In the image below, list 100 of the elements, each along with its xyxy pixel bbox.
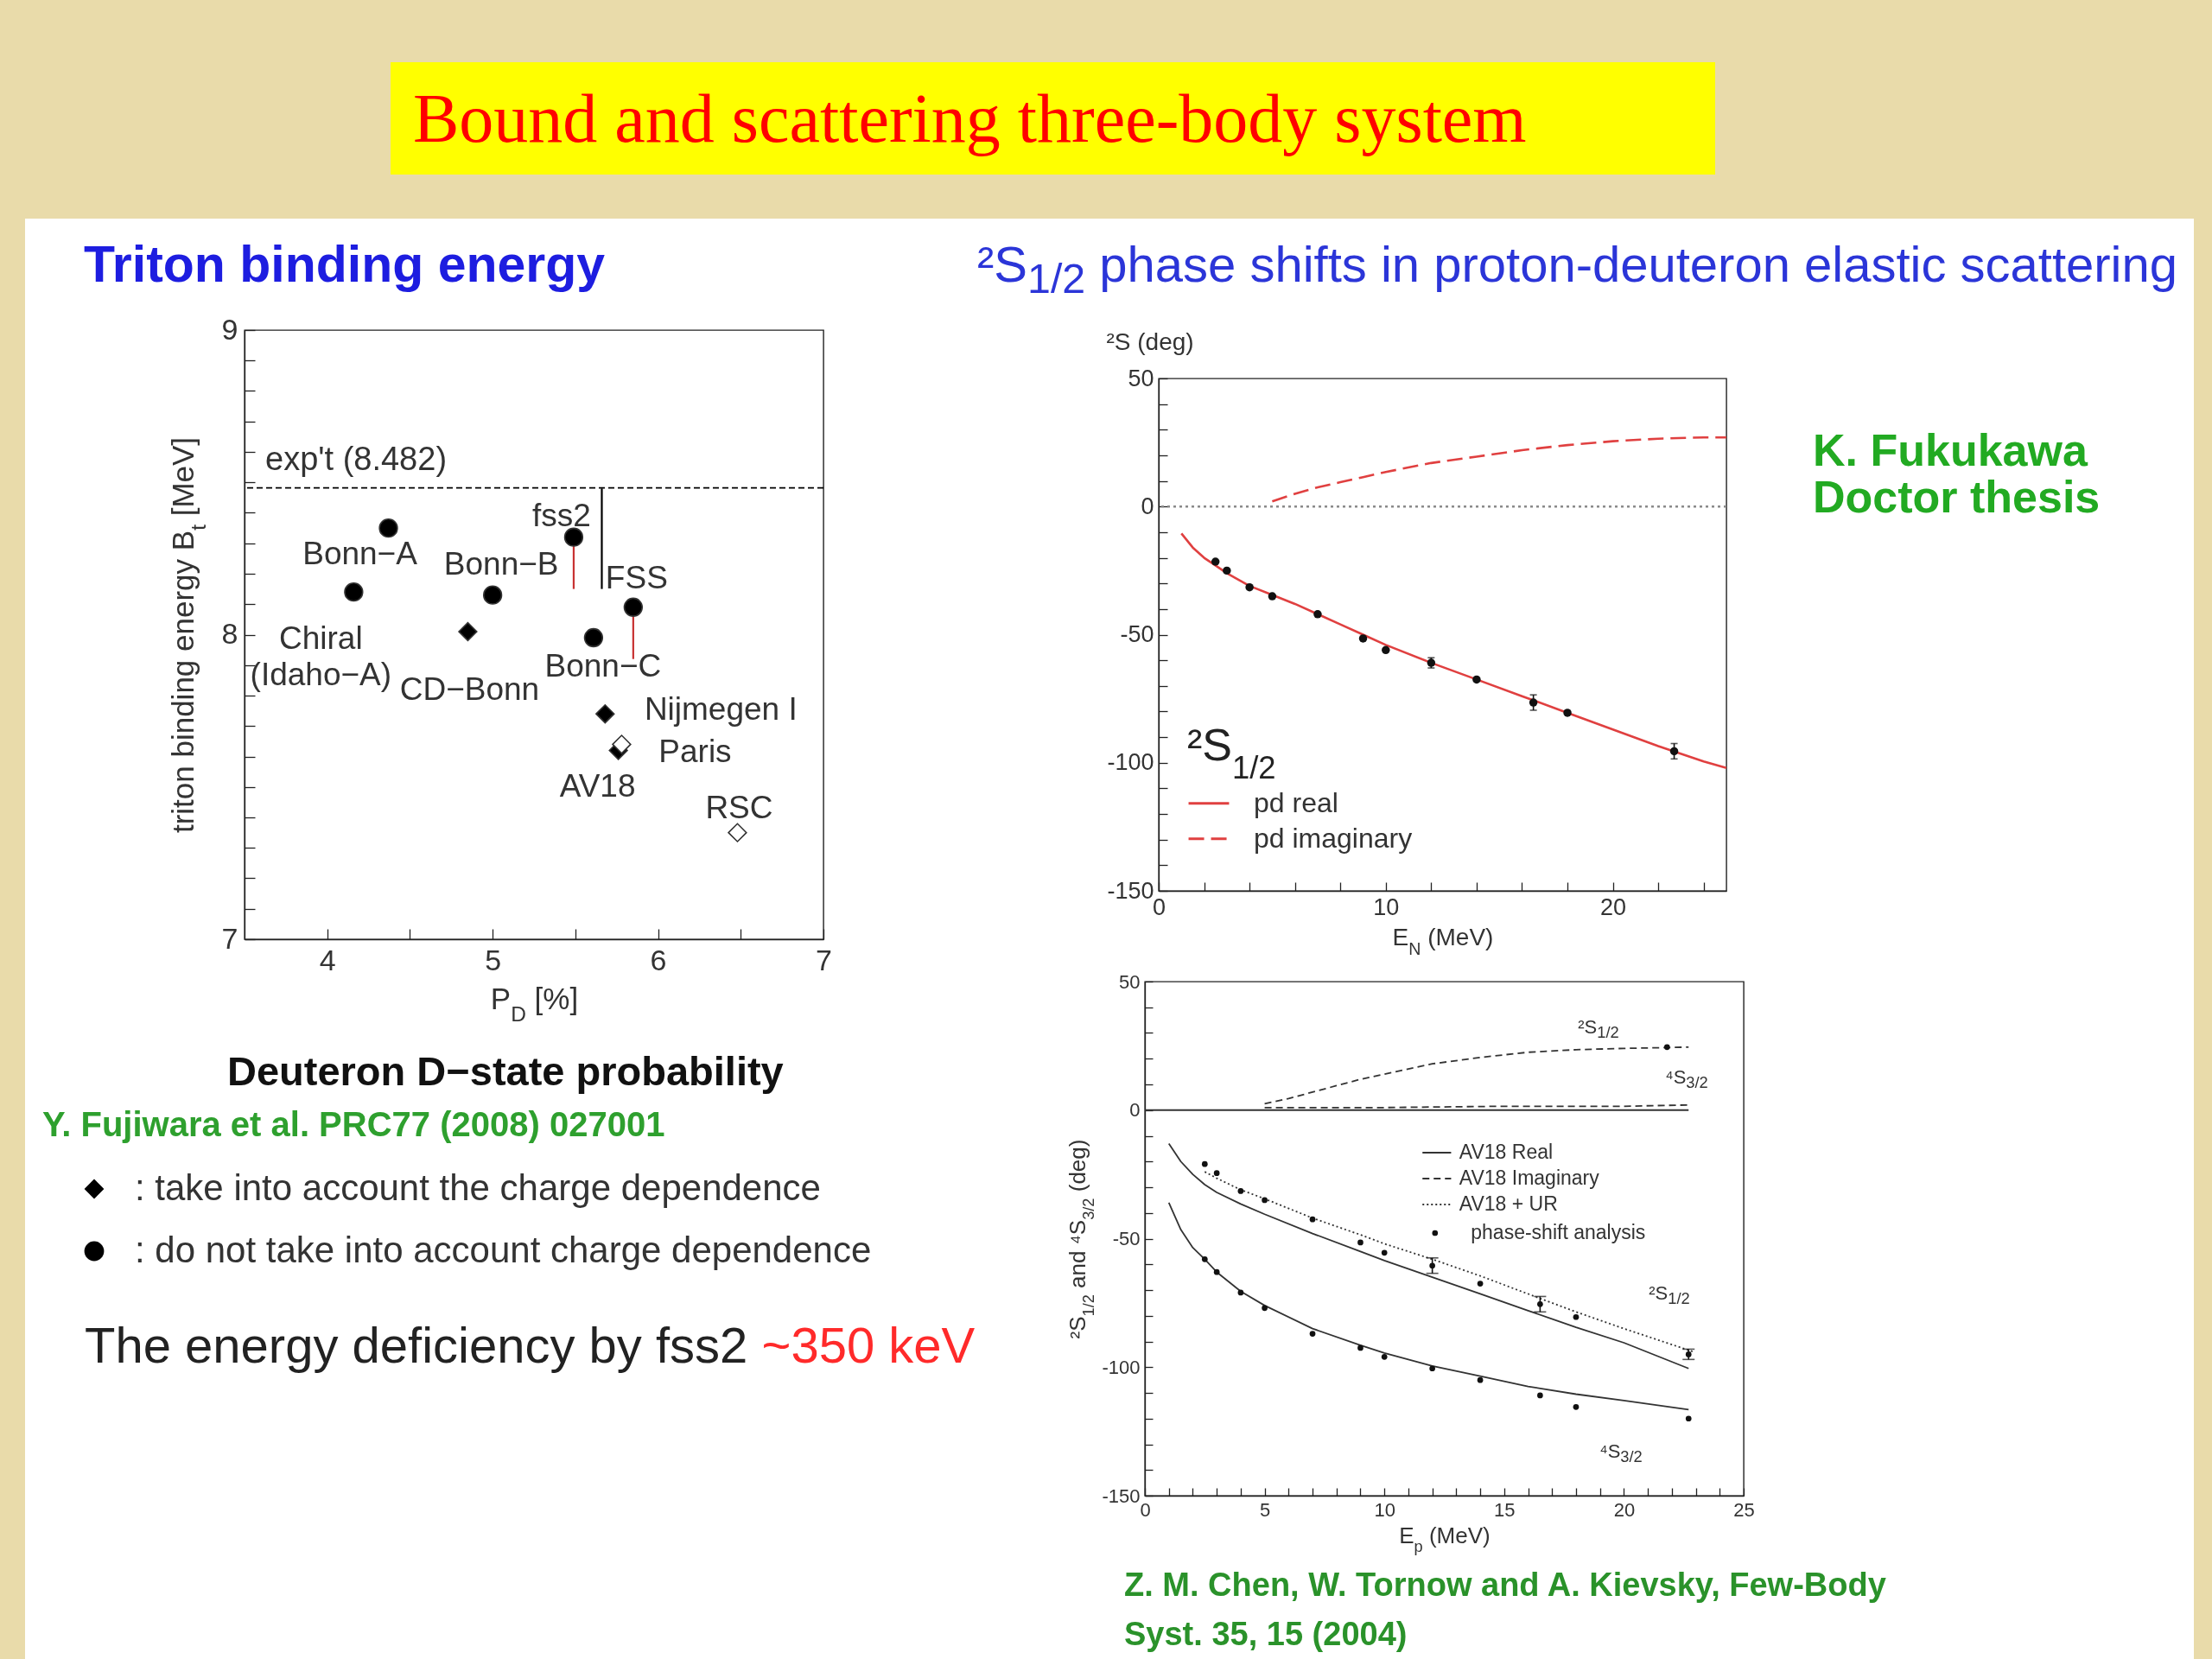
y-axis-title: ²S (deg) (1106, 327, 1194, 355)
point (482, 585, 503, 605)
y-tick-label: -100 (1102, 1356, 1141, 1378)
y-tick-label: 0 (1141, 493, 1154, 519)
legend-label: pd imaginary (1254, 822, 1413, 854)
point (623, 597, 644, 617)
point (1685, 1415, 1692, 1422)
point (1381, 1249, 1388, 1256)
y-tick-label: -50 (1120, 621, 1154, 647)
point (1309, 1331, 1316, 1337)
y-tick-label: 8 (221, 617, 238, 650)
point (1223, 566, 1231, 575)
point (1313, 610, 1322, 619)
point (1358, 634, 1368, 643)
point (1563, 709, 1572, 717)
point (1357, 1239, 1363, 1246)
chart-subtitle: Triton binding energy (84, 235, 606, 293)
line-series (1167, 1142, 1690, 1370)
text: Z. M. Chen, W. Tornow and A. Kievsky, Few-Body Syst. 35, 15 (2004) (1124, 1567, 1886, 1652)
y-tick-label: 7 (221, 921, 238, 955)
point (1429, 1262, 1435, 1269)
annotation: Paris (658, 734, 732, 770)
annotation: fss2 (532, 497, 591, 533)
point (1213, 1268, 1220, 1275)
point (1201, 1255, 1208, 1262)
point (1211, 557, 1220, 566)
y-tick-label: 50 (1119, 970, 1141, 993)
point (583, 627, 604, 648)
annotation: RSC (705, 789, 773, 825)
x-tick-label: 6 (650, 943, 667, 976)
x-tick-label: 10 (1374, 1498, 1395, 1521)
line-series (1271, 435, 1728, 503)
x-tick-label: 4 (319, 943, 336, 976)
x-tick-label: 10 (1373, 893, 1400, 920)
y-tick-label: -150 (1102, 1484, 1141, 1507)
annotation: Bonn−B (443, 545, 559, 582)
annotation: AV18 (559, 768, 636, 804)
legend-label: AV18 Real (1459, 1141, 1554, 1163)
point (1213, 1170, 1220, 1176)
x-tick-label: 5 (485, 943, 502, 976)
annotation: Chiral (Idaho−A) (250, 620, 392, 692)
point (378, 518, 398, 538)
annotation: Bonn−C (544, 648, 662, 684)
legend-title: ²S$_{1/2}$ (1187, 719, 1276, 785)
annotation: Nijmegen I (644, 691, 798, 728)
point (595, 703, 615, 724)
annotation: Bonn−A (302, 536, 418, 572)
point (1309, 1216, 1316, 1223)
point (1237, 1188, 1244, 1194)
legend-label: AV18 + UR (1459, 1192, 1558, 1215)
annotation: ²S$_{1/2}$ (1578, 1015, 1619, 1042)
point (563, 527, 584, 547)
text: K. Fukukawa Doctor thesis (1813, 425, 2101, 522)
text: The energy deficiency by fss2 (85, 1317, 748, 1374)
annotation: ⁴S$_{3/2}$ (1599, 1440, 1643, 1466)
point (1663, 1044, 1670, 1051)
x-axis-title: E$_{N}$ (MeV) (1392, 923, 1494, 958)
point (1685, 1351, 1692, 1357)
y-tick-label: 50 (1128, 365, 1154, 391)
point (344, 582, 364, 602)
point (1477, 1281, 1484, 1287)
point (1477, 1376, 1484, 1383)
point (1529, 698, 1538, 707)
text: Y. Fujiwara et al. PRC77 (2008) 027001 (42, 1105, 665, 1143)
x-axis-title: E$_{p}$ (MeV) (1399, 1522, 1491, 1555)
x-tick-label: 20 (1613, 1498, 1636, 1521)
annotation: ²S$_{1/2}$ (1649, 1281, 1690, 1308)
point (1537, 1301, 1543, 1307)
point (1262, 1305, 1268, 1312)
annotation: ⁴S$_{3/2}$ (1665, 1065, 1708, 1092)
point (1268, 592, 1277, 601)
x-tick-label: 25 (1733, 1498, 1755, 1521)
text: ~350 keV (761, 1317, 976, 1374)
annotation: CD−Bonn (399, 671, 540, 707)
point (1573, 1313, 1580, 1320)
point (1357, 1344, 1363, 1351)
ref-line-label: exp't (8.482) (265, 440, 448, 477)
point (1245, 582, 1254, 592)
legend-label: : do not take into account charge dependence (135, 1230, 872, 1270)
x-tick-label: 20 (1600, 893, 1627, 920)
legend-label: phase-shift analysis (1471, 1221, 1646, 1243)
x-tick-label: 7 (816, 943, 832, 976)
annotation: FSS (605, 559, 668, 595)
chart-title: ²S$_{1/2}$ phase shifts in proton-deuteron elastic scattering (977, 236, 2178, 302)
point (1429, 1365, 1435, 1372)
point (1382, 645, 1390, 655)
y-tick-label: -150 (1107, 877, 1154, 904)
point (1381, 1354, 1388, 1360)
legend-label: pd real (1254, 786, 1338, 818)
point (1537, 1392, 1543, 1399)
x-tick-label: 15 (1494, 1498, 1516, 1521)
y-tick-label: 0 (1129, 1099, 1141, 1122)
text: Bound and scattering three-body system (413, 80, 1527, 156)
y-tick-label: -50 (1112, 1228, 1141, 1249)
legend-label: : take into account the charge dependence (135, 1167, 821, 1208)
point (612, 734, 632, 754)
point (1201, 1160, 1208, 1167)
point (458, 621, 478, 642)
text: Deuteron D−state probability (227, 1047, 784, 1094)
point (1237, 1289, 1244, 1296)
